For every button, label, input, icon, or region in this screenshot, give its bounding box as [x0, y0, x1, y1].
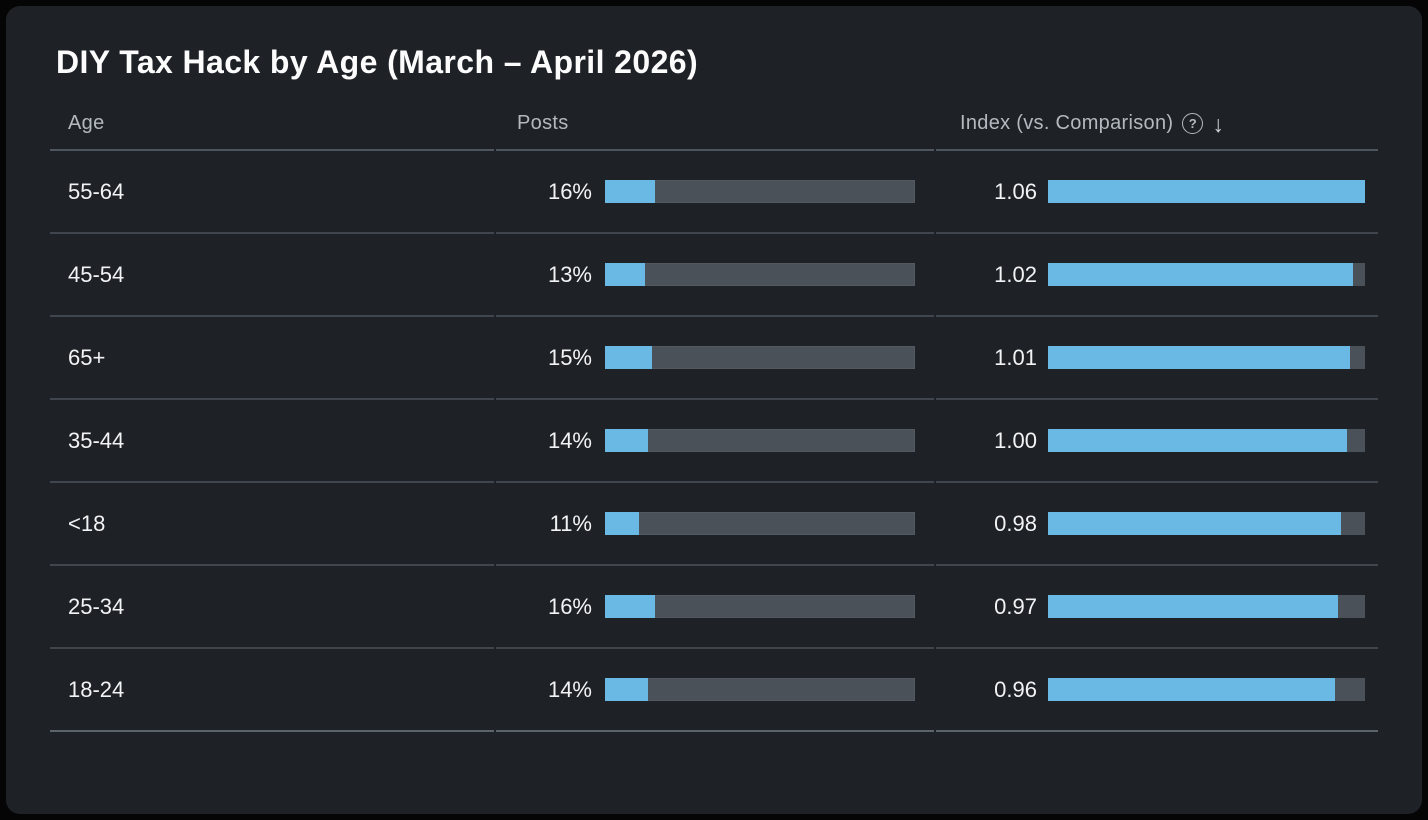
age-breakdown-widget: DIY Tax Hack by Age (March – April 2026)… [6, 6, 1422, 814]
posts-bar-fill [605, 346, 652, 369]
posts-percentage: 15% [547, 344, 592, 370]
age-label: 45-54 [68, 261, 125, 287]
posts-bar [605, 263, 915, 286]
column-header-index-label: Index (vs. Comparison) [960, 112, 1174, 134]
index-bar-fill [1048, 595, 1339, 618]
index-value: 1.01 [994, 344, 1037, 370]
table-body: 55-64 16% 1.06 45-54 13% 1.02 [50, 151, 1380, 732]
age-label: 65+ [68, 344, 106, 370]
posts-bar [605, 678, 915, 701]
posts-bar [605, 346, 915, 369]
index-bar [1048, 429, 1365, 452]
index-value: 1.00 [994, 427, 1037, 453]
table-header: Age Posts Index (vs. Comparison) ? ↓ [50, 112, 1380, 151]
index-bar-fill [1048, 263, 1354, 286]
posts-bar-fill [605, 429, 649, 452]
index-value: 1.02 [994, 261, 1037, 287]
posts-percentage: 13% [547, 261, 592, 287]
posts-bar-fill [605, 512, 640, 535]
index-bar-fill [1048, 429, 1348, 452]
posts-percentage: 14% [547, 676, 592, 702]
index-bar [1048, 346, 1365, 369]
index-bar-fill [1048, 678, 1336, 701]
index-value: 0.96 [994, 676, 1037, 702]
index-bar-fill [1048, 346, 1351, 369]
table-row: 55-64 16% 1.06 [50, 151, 1380, 234]
posts-bar [605, 429, 915, 452]
table-row: 35-44 14% 1.00 [50, 400, 1380, 483]
posts-bar-fill [605, 263, 646, 286]
index-bar [1048, 678, 1365, 701]
posts-bar-fill [605, 595, 655, 618]
age-label: 18-24 [68, 676, 125, 702]
index-bar-fill [1048, 512, 1342, 535]
index-value: 0.98 [994, 510, 1037, 536]
index-bar [1048, 512, 1365, 535]
posts-percentage: 16% [547, 593, 592, 619]
age-label: <18 [68, 510, 106, 536]
table-row: 18-24 14% 0.96 [50, 649, 1380, 732]
table-row: 25-34 16% 0.97 [50, 566, 1380, 649]
index-bar [1048, 595, 1365, 618]
index-value: 0.97 [994, 593, 1037, 619]
table-row: <18 11% 0.98 [50, 483, 1380, 566]
posts-bar [605, 180, 915, 203]
index-bar [1048, 263, 1365, 286]
posts-percentage: 16% [547, 178, 592, 204]
column-header-index[interactable]: Index (vs. Comparison) ? ↓ [936, 112, 1378, 151]
age-label: 25-34 [68, 593, 125, 619]
posts-percentage: 11% [549, 510, 592, 536]
table-row: 45-54 13% 1.02 [50, 234, 1380, 317]
posts-bar-fill [605, 678, 649, 701]
table-row: 65+ 15% 1.01 [50, 317, 1380, 400]
posts-bar [605, 512, 915, 535]
index-bar-fill [1048, 180, 1365, 203]
posts-bar-fill [605, 180, 655, 203]
help-icon[interactable]: ? [1182, 113, 1204, 134]
sort-descending-icon[interactable]: ↓ [1212, 111, 1225, 137]
posts-bar [605, 595, 915, 618]
age-label: 35-44 [68, 427, 125, 453]
column-header-posts[interactable]: Posts [496, 112, 934, 151]
age-label: 55-64 [68, 178, 125, 204]
column-header-age[interactable]: Age [50, 112, 494, 151]
posts-percentage: 14% [547, 427, 592, 453]
index-bar [1048, 180, 1365, 203]
index-value: 1.06 [994, 178, 1037, 204]
page-title: DIY Tax Hack by Age (March – April 2026) [56, 44, 699, 80]
